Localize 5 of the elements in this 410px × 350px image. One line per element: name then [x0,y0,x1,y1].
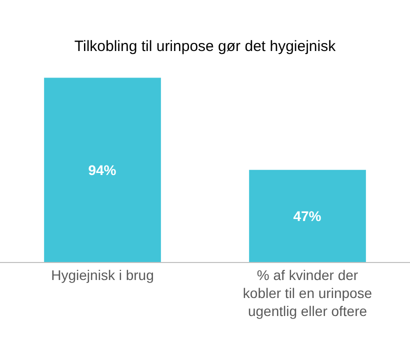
data-label: 94% [88,162,117,178]
x-tick-label: Hygiejnisk i brug [51,266,154,283]
data-label: 47% [293,208,322,224]
x-tick-label: % af kvinder der kobler til en urinpose ugentlig eller oftere [242,266,372,320]
chart-title: Tilkobling til urinpose gør det hygiejnisk [74,38,336,55]
